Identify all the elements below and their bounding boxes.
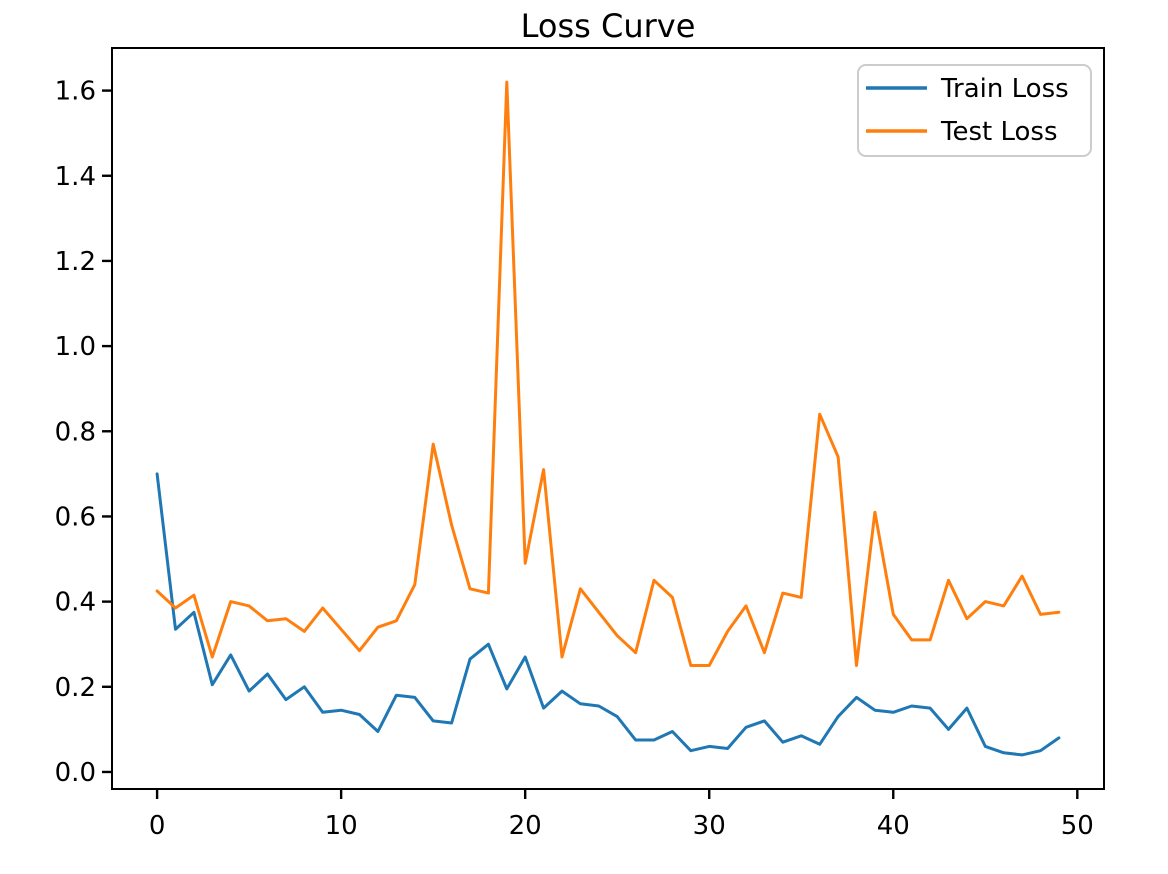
x-tick-label: 10 [325, 811, 358, 841]
legend-label: Test Loss [940, 117, 1058, 147]
x-tick-label: 30 [693, 811, 726, 841]
y-tick-label: 0.2 [55, 673, 96, 703]
y-tick-label: 0.6 [55, 502, 96, 532]
y-tick-label: 0.0 [55, 758, 96, 788]
series-line-test-loss [155, 80, 1061, 667]
y-tick-label: 1.6 [55, 77, 96, 107]
legend-label: Train Loss [940, 74, 1069, 104]
legend: Train Loss Test Loss [857, 64, 1092, 157]
x-tick-label: 0 [149, 811, 166, 841]
y-axis: 0.0 0.2 0.4 0.6 0.8 1.0 1.2 1.4 1.6 [55, 77, 112, 788]
y-tick-label: 1.2 [55, 247, 96, 277]
y-tick-label: 0.8 [55, 417, 96, 447]
y-tick-label: 1.0 [55, 332, 96, 362]
x-tick-label: 50 [1061, 811, 1094, 841]
x-tick-label: 40 [877, 811, 910, 841]
series-lines [155, 80, 1061, 757]
plot-area [111, 47, 1105, 790]
y-tick-label: 1.4 [55, 162, 96, 192]
series-line-train-loss [155, 472, 1061, 757]
x-axis: 0 10 20 30 40 50 [149, 789, 1094, 841]
chart-title: Loss Curve [521, 7, 696, 45]
x-tick-label: 20 [509, 811, 542, 841]
y-tick-label: 0.4 [55, 588, 96, 618]
